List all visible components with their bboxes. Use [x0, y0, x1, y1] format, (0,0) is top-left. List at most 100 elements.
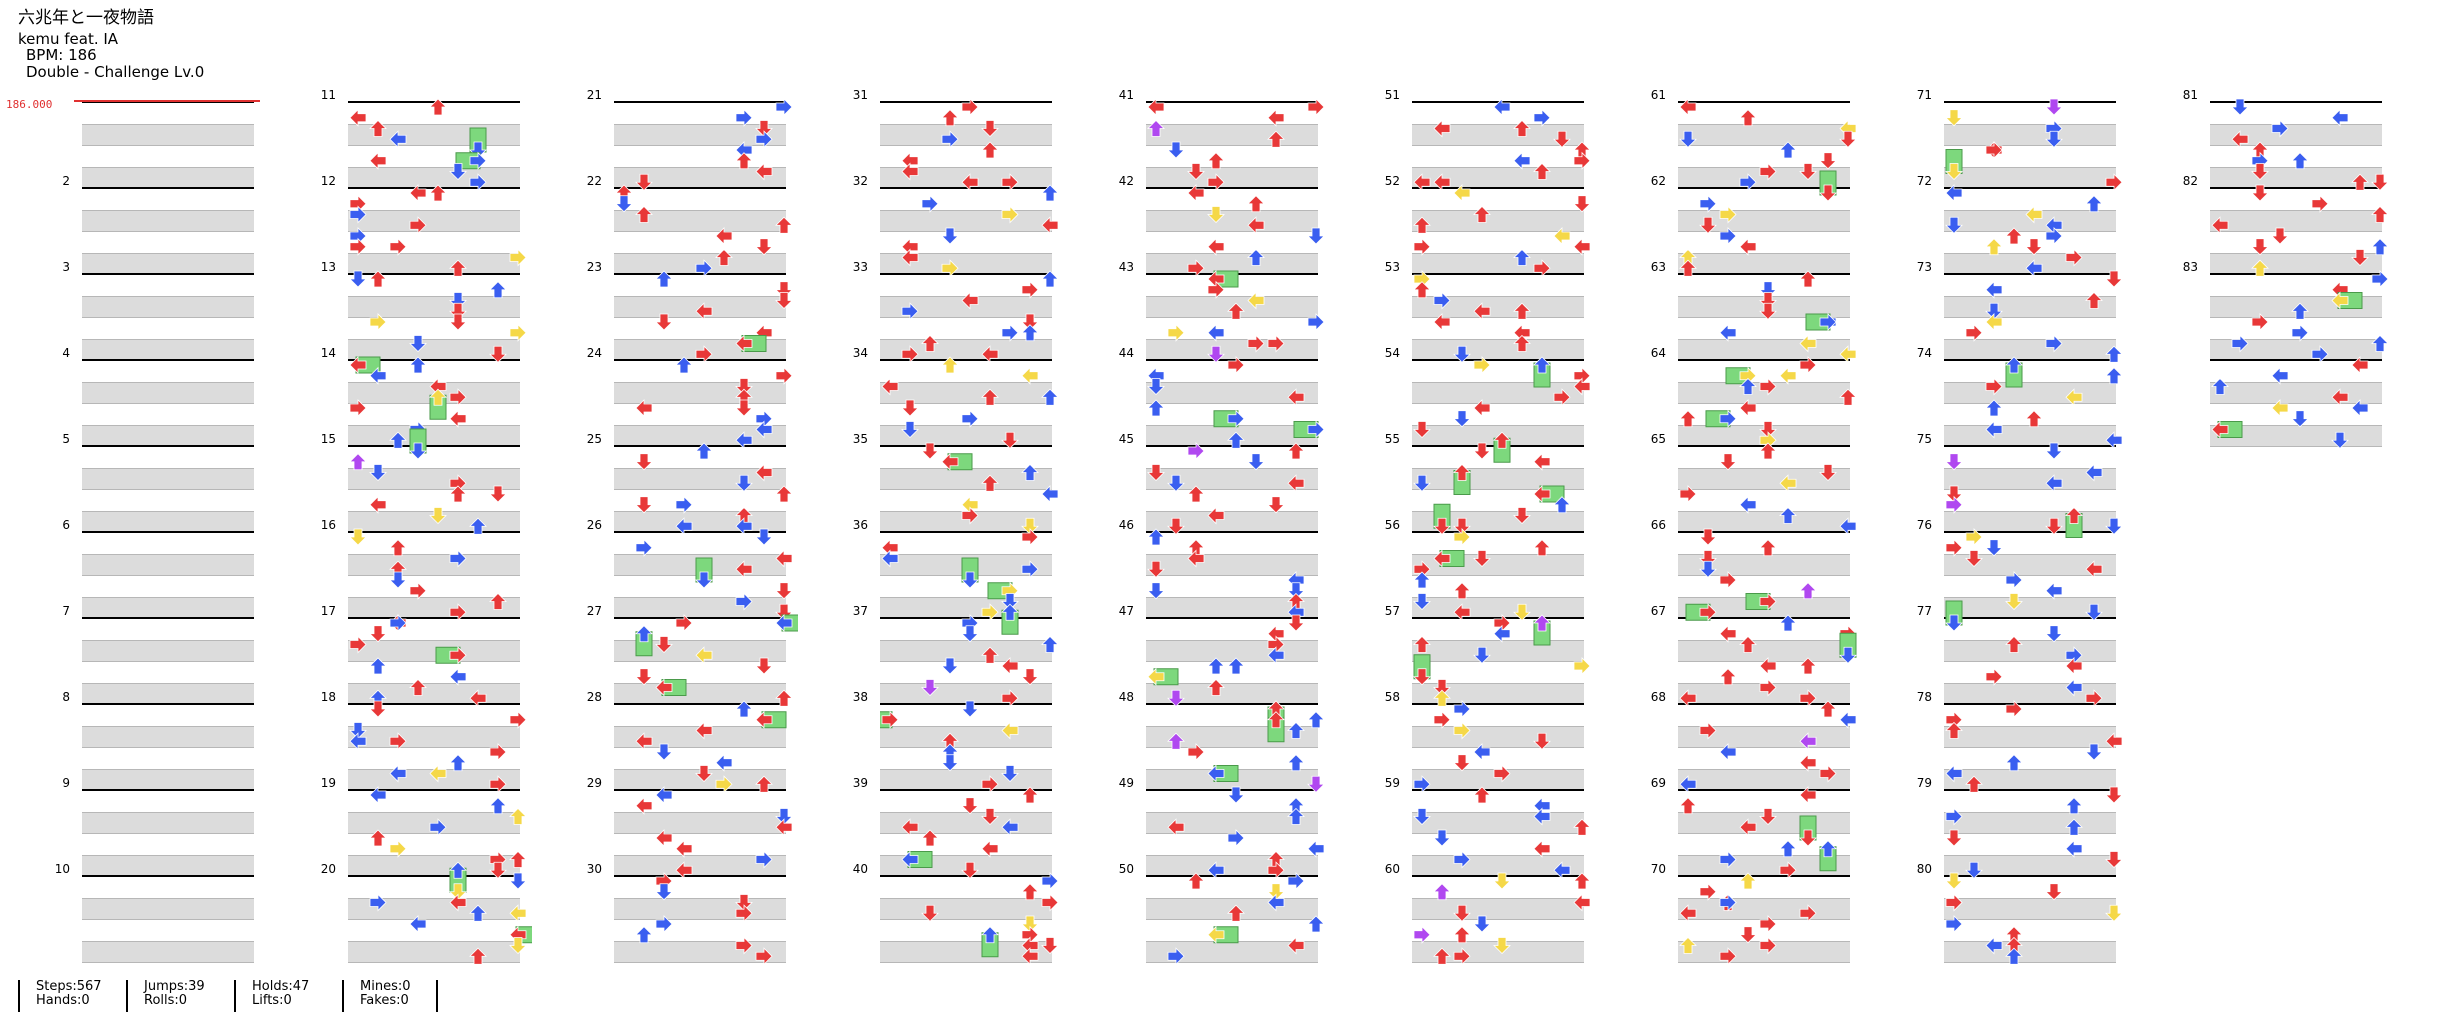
- measure-line: [1412, 789, 1584, 791]
- beat-row: [1146, 596, 1318, 618]
- right-arrow-note: [1705, 409, 1737, 428]
- beat-line: [880, 553, 1052, 555]
- up-arrow-note: [1819, 840, 1837, 872]
- left-arrow-note: [1207, 270, 1239, 288]
- beat-row: [614, 768, 786, 790]
- up-arrow-note: [449, 754, 467, 772]
- note-layer: [1413, 98, 1591, 966]
- left-arrow-note: [635, 796, 653, 815]
- beat-row: [1944, 166, 2116, 188]
- right-arrow-note: [1453, 528, 1471, 546]
- measure-number: 65: [1650, 432, 1666, 446]
- lifts-count: Lifts:0: [252, 993, 292, 1008]
- up-arrow-note: [635, 926, 653, 944]
- measure-line: [614, 187, 786, 189]
- beat-line: [1944, 231, 2116, 232]
- up-arrow-note: [1839, 388, 1857, 406]
- right-arrow-note: [1167, 947, 1185, 966]
- beat-line: [82, 123, 254, 125]
- measure-line: [1412, 703, 1584, 705]
- beat-line: [1678, 510, 1850, 512]
- right-arrow-note: [1267, 861, 1285, 880]
- left-arrow-note: [1533, 452, 1551, 471]
- measure-line: [1944, 703, 2116, 705]
- measure-line: [82, 273, 254, 275]
- measure-number: 82: [2182, 174, 2198, 188]
- measure-number: 9: [62, 776, 70, 790]
- up-arrow-note: [1207, 678, 1225, 696]
- beat-row: [614, 854, 786, 876]
- left-arrow-note: [901, 850, 933, 869]
- left-arrow-note: [755, 162, 773, 181]
- up-arrow-note: [2371, 334, 2389, 352]
- hands-count: Hands:0: [36, 993, 90, 1008]
- down-arrow-note: [1433, 679, 1451, 697]
- up-arrow-note: [1041, 635, 1059, 653]
- beat-line: [348, 682, 520, 684]
- up-arrow-note: [1759, 442, 1777, 460]
- beat-line: [82, 424, 254, 426]
- left-arrow-note: [775, 818, 793, 837]
- down-arrow-note: [449, 313, 467, 331]
- beat-line: [1678, 338, 1850, 340]
- up-arrow-note: [1021, 883, 1039, 901]
- beat-row: [348, 381, 520, 403]
- left-arrow-note: [2045, 581, 2063, 600]
- down-arrow-note: [1413, 474, 1431, 492]
- beat-line: [348, 317, 520, 318]
- up-arrow-note: [489, 592, 507, 610]
- measure-line: [348, 617, 520, 619]
- measure-number: 62: [1650, 174, 1666, 188]
- down-arrow-note: [1819, 170, 1837, 202]
- chart-end-line: [348, 962, 520, 963]
- left-arrow-note: [1719, 323, 1737, 342]
- measure-line: [880, 273, 1052, 275]
- beat-line: [82, 854, 254, 856]
- down-arrow-note: [1021, 313, 1039, 331]
- right-arrow-note: [509, 323, 527, 342]
- beat-row: [82, 682, 254, 704]
- measure-number: 25: [586, 432, 602, 446]
- down-arrow-note: [1739, 926, 1757, 944]
- beat-row: [1146, 424, 1318, 446]
- beat-row: [1146, 940, 1318, 962]
- up-arrow-note: [469, 517, 487, 535]
- jumps-count: Jumps:39: [144, 979, 205, 994]
- measure-number: 45: [1118, 432, 1134, 446]
- up-arrow-note: [1799, 657, 1817, 675]
- beat-line: [1412, 833, 1584, 834]
- up-arrow-note: [1453, 463, 1471, 495]
- up-arrow-note: [655, 270, 673, 288]
- measure-number: 42: [1118, 174, 1134, 188]
- right-arrow-note: [1965, 323, 1983, 342]
- down-arrow-note: [1001, 593, 1019, 611]
- down-arrow-note: [921, 679, 939, 697]
- beat-line: [614, 940, 786, 942]
- measure-line: [348, 445, 520, 447]
- beat-line: [1146, 854, 1318, 856]
- beat-line: [614, 123, 786, 125]
- beat-line: [880, 940, 1052, 942]
- up-arrow-note: [921, 829, 939, 847]
- beat-line: [614, 467, 786, 469]
- left-arrow-note: [349, 356, 381, 374]
- beat-line: [614, 682, 786, 684]
- right-arrow-note: [1473, 356, 1491, 374]
- beat-line: [614, 639, 786, 641]
- left-arrow-note: [1553, 861, 1571, 880]
- measure-number: 44: [1118, 346, 1134, 360]
- right-arrow-note: [1719, 571, 1737, 589]
- down-arrow-note: [1167, 141, 1185, 159]
- right-arrow-note: [1945, 495, 1963, 514]
- down-arrow-note: [1021, 668, 1039, 686]
- down-arrow-note: [1945, 109, 1963, 127]
- up-arrow-note: [2065, 797, 2083, 815]
- up-arrow-note: [1267, 711, 1285, 743]
- beat-row: [1944, 854, 2116, 876]
- right-arrow-note: [449, 549, 467, 568]
- beat-line: [880, 424, 1052, 426]
- down-arrow-note: [369, 464, 387, 482]
- up-arrow-note: [775, 689, 793, 707]
- up-arrow-note: [409, 356, 427, 374]
- beat-row: [82, 897, 254, 919]
